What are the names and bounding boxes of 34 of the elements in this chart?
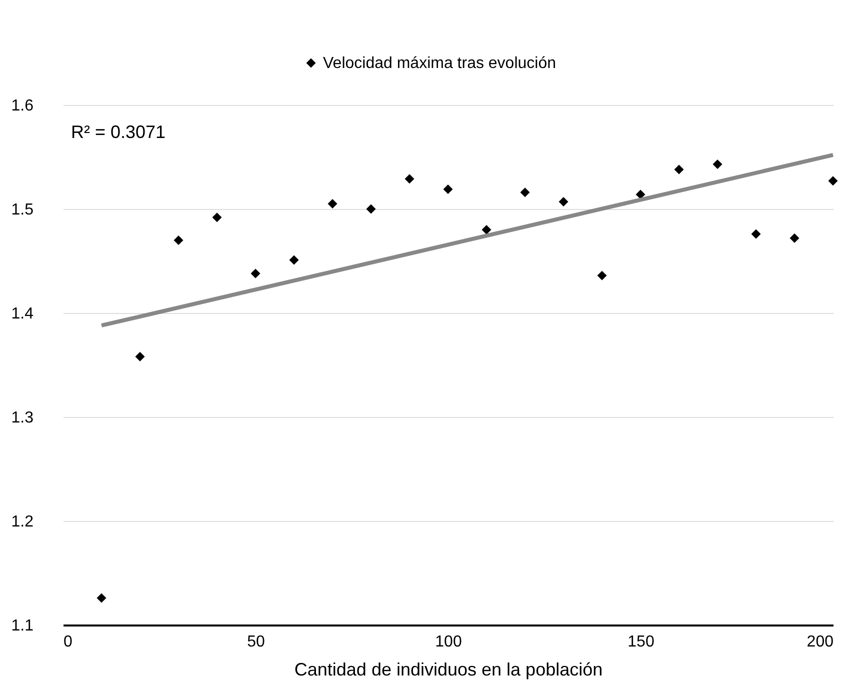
- point: [443, 184, 453, 194]
- point: [790, 233, 800, 243]
- x-tick-label: 150: [628, 634, 654, 650]
- y-tick-label: 1.1: [11, 618, 34, 634]
- y-tick-label: 1.6: [11, 98, 34, 114]
- point: [404, 174, 414, 184]
- x-tick-label: 200: [806, 634, 834, 650]
- point: [212, 212, 222, 222]
- point: [558, 196, 568, 206]
- point: [636, 190, 646, 200]
- x-tick-label: 0: [64, 634, 72, 650]
- point: [712, 160, 722, 170]
- point: [289, 255, 299, 265]
- point: [174, 235, 184, 245]
- point: [520, 188, 530, 198]
- legend-label: Velocidad máxima tras evolución: [323, 55, 556, 72]
- point: [482, 225, 492, 235]
- x-tick-label: 50: [247, 634, 265, 650]
- point: [328, 199, 338, 209]
- annotation: R² = 0.3071: [71, 122, 166, 142]
- point: [135, 352, 145, 362]
- y-tick-label: 1.2: [11, 514, 34, 530]
- x-axis-title: Cantidad de individuos en la población: [294, 660, 603, 680]
- point: [96, 593, 106, 603]
- point: [674, 164, 684, 174]
- y-tick-label: 1.3: [11, 410, 34, 426]
- point: [597, 270, 607, 280]
- y-tick-label: 1.5: [11, 202, 34, 218]
- point: [250, 268, 260, 278]
- x-tick-label: 100: [435, 634, 462, 650]
- y-tick-label: 1.4: [11, 306, 34, 322]
- point: [828, 176, 838, 186]
- point: [751, 229, 761, 239]
- point: [366, 204, 376, 214]
